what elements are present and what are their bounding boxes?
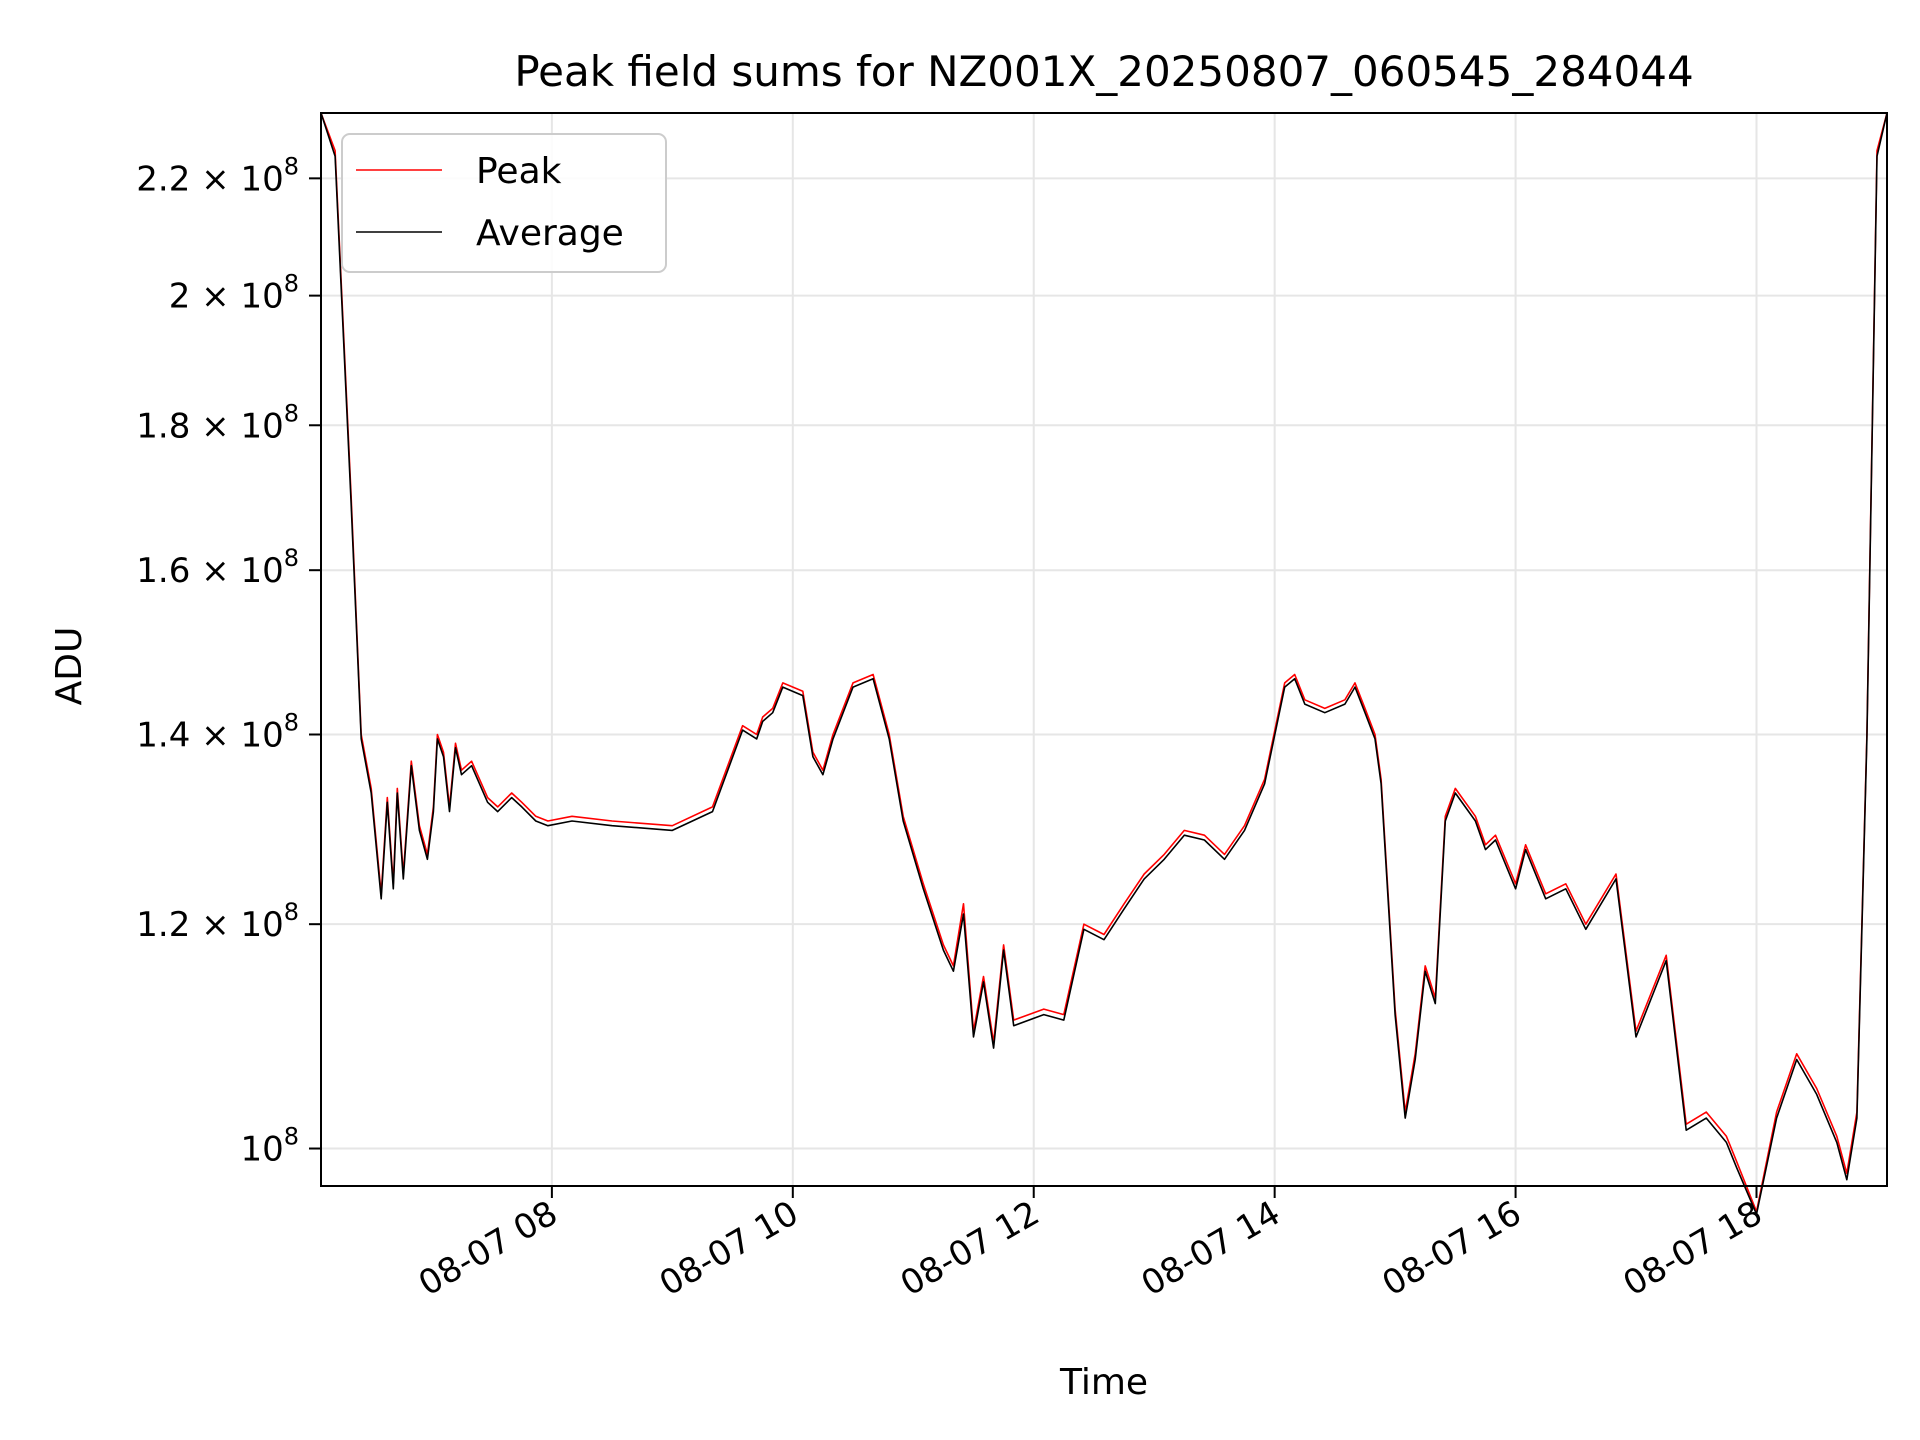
legend-average-label: Average	[476, 213, 624, 254]
y-tick-label: 1.8 × 108	[136, 399, 299, 446]
y-tick-exponent: 8	[284, 399, 299, 427]
legend-peak-label: Peak	[476, 151, 562, 192]
y-tick-exponent: 8	[284, 898, 299, 926]
series-line-average	[320, 112, 1888, 1215]
y-tick-exponent: 8	[284, 270, 299, 298]
y-tick-mantissa: 1.6 × 10	[136, 551, 283, 591]
y-tick-mantissa: 2 × 10	[169, 277, 284, 317]
y-tick-label: 2 × 108	[169, 270, 299, 317]
y-tick-exponent: 8	[284, 709, 299, 737]
y-tick-exponent: 8	[284, 1123, 299, 1151]
y-tick-label: 1.6 × 108	[136, 544, 299, 591]
legend: Peak Average	[341, 133, 667, 273]
y-axis-label: ADU	[49, 627, 90, 706]
y-tick-exponent: 8	[284, 544, 299, 572]
plot-frame	[320, 112, 1888, 1187]
chart-title: Peak field sums for NZ001X_20250807_0605…	[514, 47, 1693, 96]
y-tick-exponent: 8	[284, 152, 299, 180]
y-tick-mantissa: 1.4 × 10	[136, 716, 283, 756]
y-tick-label: 108	[240, 1123, 299, 1170]
legend-box	[341, 133, 667, 273]
y-tick-mantissa: 10	[240, 1130, 283, 1170]
y-tick-label: 1.2 × 108	[136, 898, 299, 945]
y-tick-mantissa: 1.8 × 10	[136, 406, 283, 446]
y-tick-mantissa: 1.2 × 10	[136, 905, 283, 945]
y-tick-label: 1.4 × 108	[136, 709, 299, 756]
series-lines	[320, 112, 1888, 1215]
x-axis-label: Time	[1059, 1362, 1148, 1403]
grid	[321, 113, 1887, 1186]
y-tick-mantissa: 2.2 × 10	[136, 159, 283, 199]
y-tick-label: 2.2 × 108	[136, 152, 299, 199]
series-line-peak	[320, 112, 1888, 1213]
